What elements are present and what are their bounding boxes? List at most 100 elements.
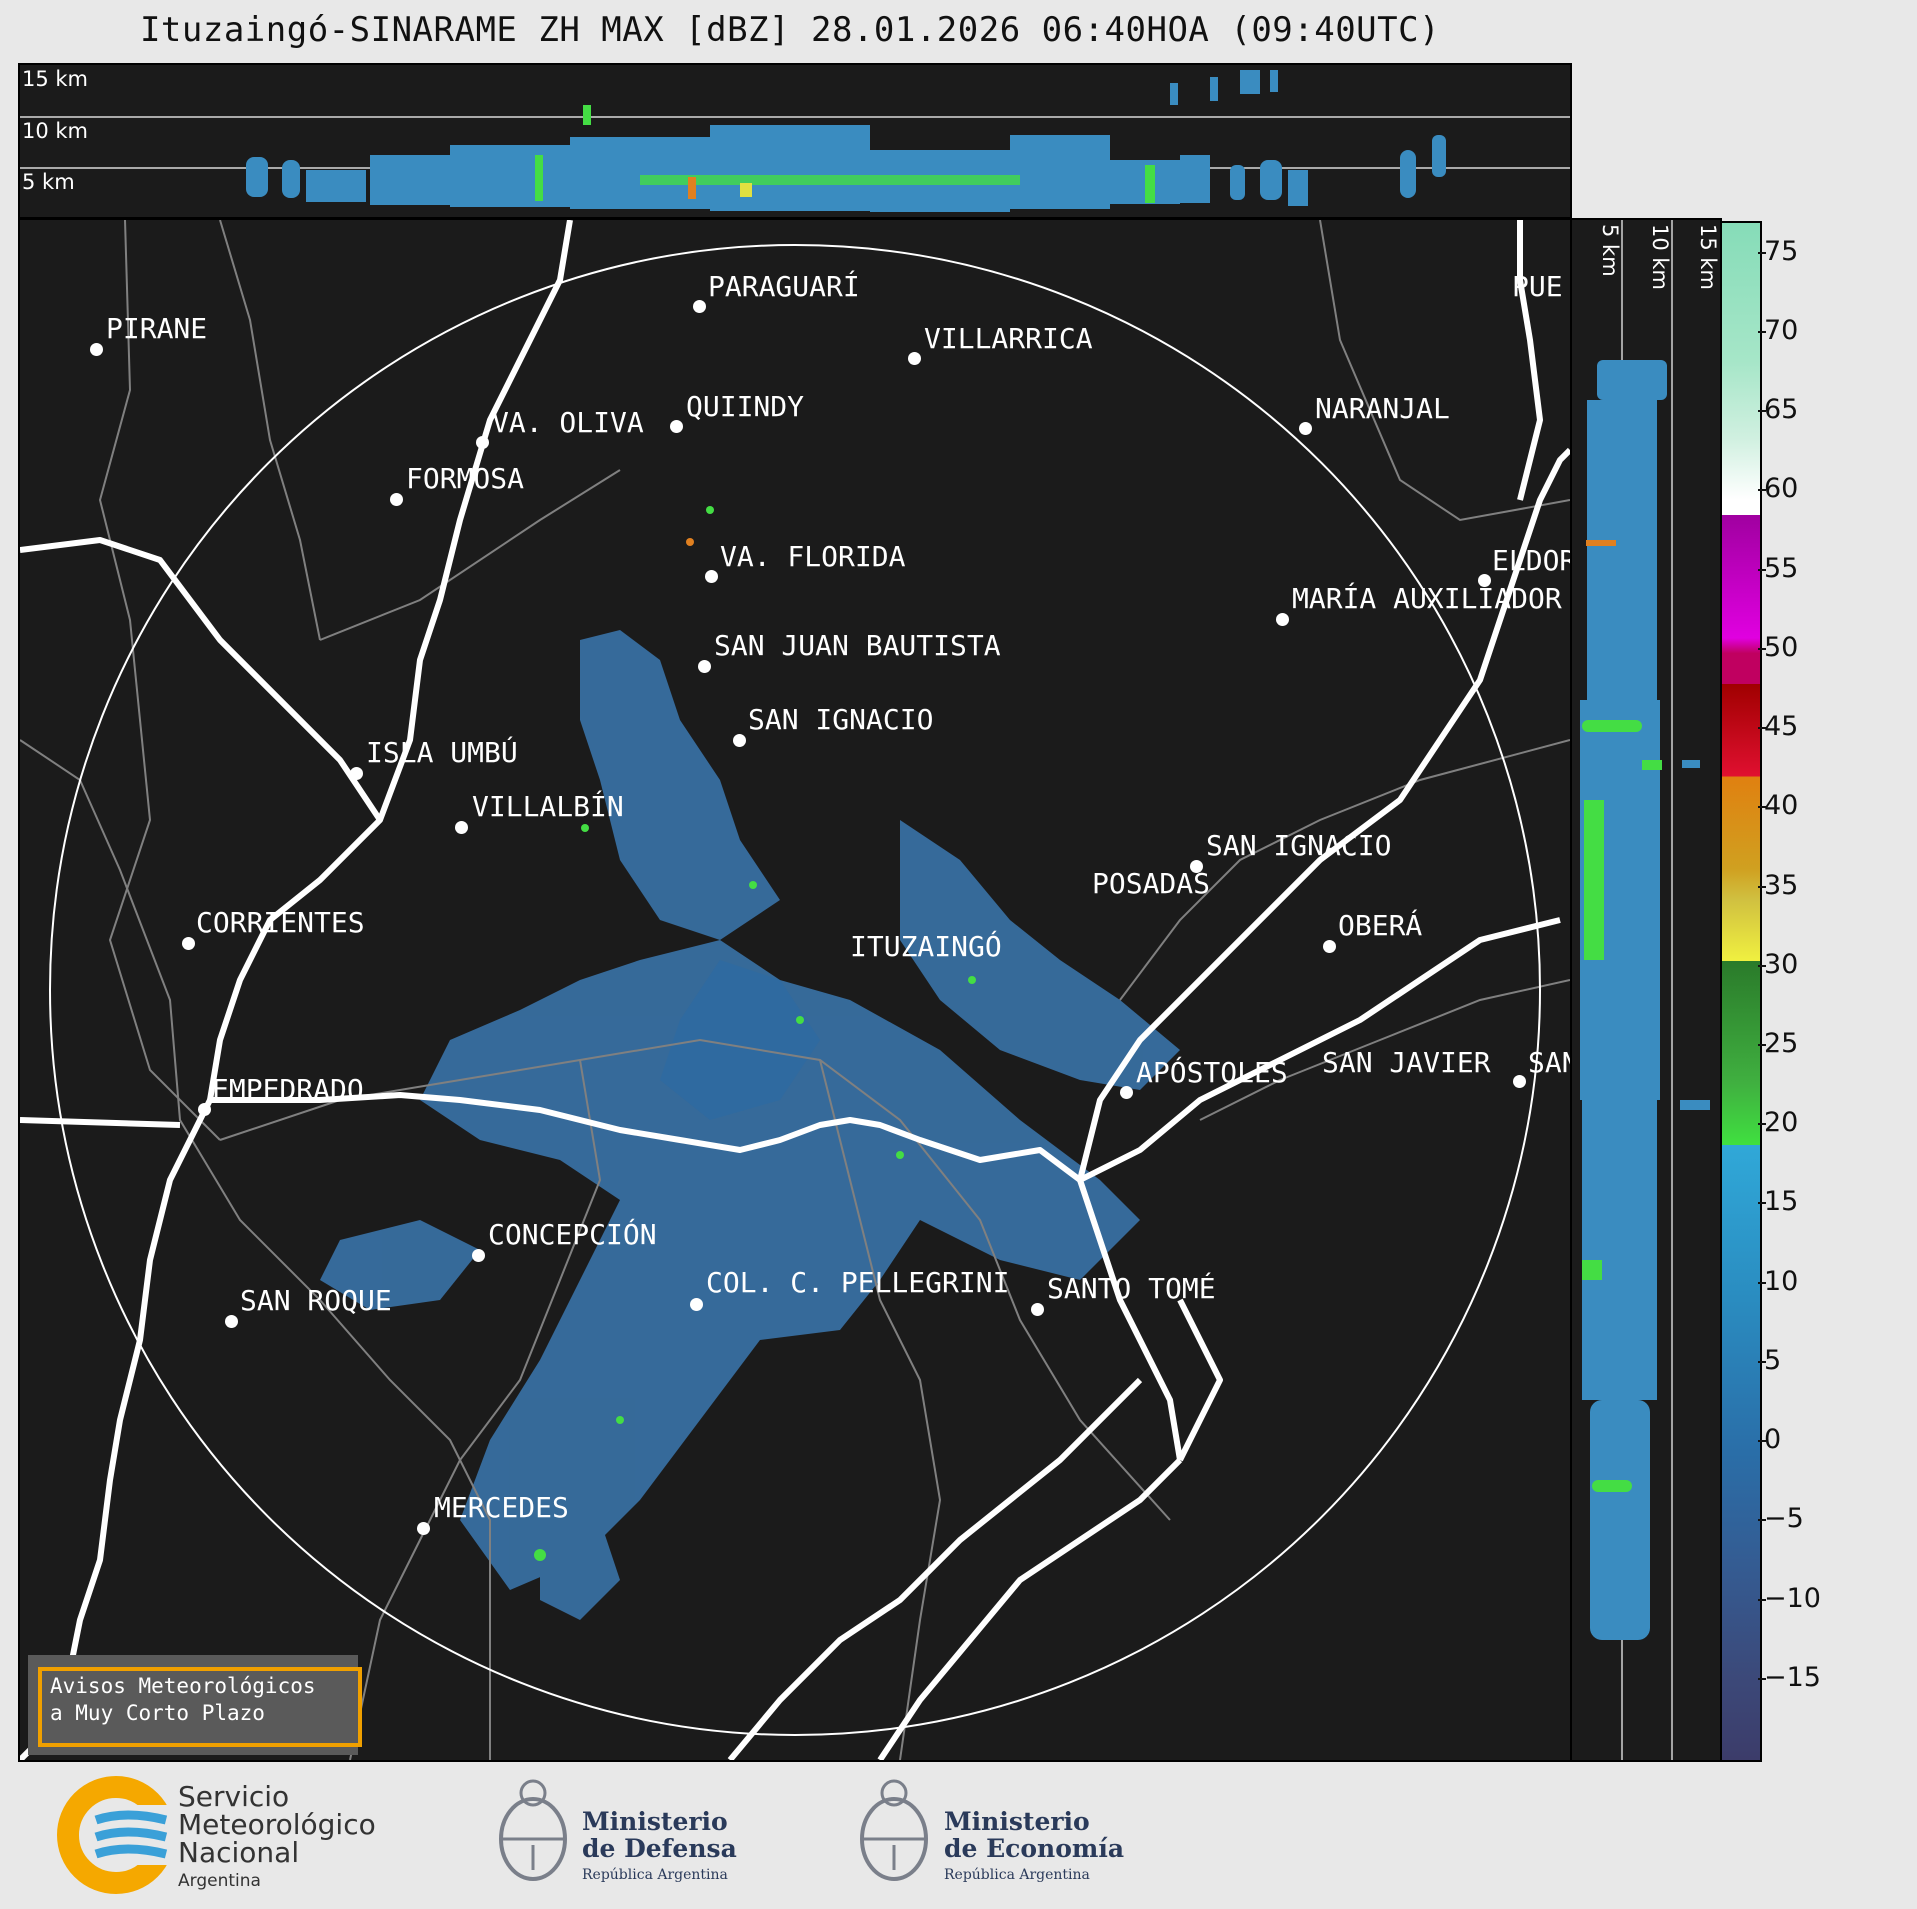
city-label-ituzaingo: ITUZAINGÓ (850, 930, 1002, 963)
dbz-colorbar (1720, 221, 1762, 1762)
city-marker (1299, 422, 1312, 435)
side-vertical-profile-panel: 5 km 10 km 15 km (1570, 218, 1722, 1762)
city-marker (1190, 860, 1203, 873)
city-label-naranjal: NARANJAL (1315, 392, 1450, 425)
defensa-line-1: Ministerio (582, 1807, 728, 1836)
colorbar-tick-label: 0 (1764, 1424, 1782, 1456)
city-marker (1031, 1303, 1044, 1316)
colorbar-tick-mark (1758, 1281, 1766, 1284)
colorbar-tick-mark (1758, 489, 1766, 492)
city-label-pirane: PIRANE (106, 312, 208, 345)
city-label-san-ignacio-ar: SAN IGNACIO (1206, 829, 1392, 862)
colorbar-tick-mark (1758, 1043, 1766, 1046)
colorbar-tick-mark (1758, 964, 1766, 967)
colorbar-tick-mark (1758, 251, 1766, 254)
economia-line-2: de Economía (944, 1834, 1125, 1863)
ministerio-defensa-wordmark: Ministerio de Defensa República Argentin… (582, 1808, 737, 1889)
city-marker (733, 734, 746, 747)
colorbar-tick-mark (1758, 647, 1766, 650)
city-label-san-ignacio-py: SAN IGNACIO (748, 703, 934, 736)
defensa-line-2: de Defensa (582, 1834, 737, 1863)
city-label-va-oliva: VA. OLIVA (492, 406, 644, 439)
city-marker (1478, 574, 1491, 587)
city-label-san-javier: SAN JAVIER (1322, 1046, 1491, 1079)
city-label-obera: OBERÁ (1338, 909, 1423, 942)
notice-line-2: a Muy Corto Plazo (50, 1701, 265, 1725)
smn-line-2: Meteorológico (178, 1808, 376, 1841)
colorbar-tick-mark (1758, 568, 1766, 571)
colorbar-tick-mark (1758, 806, 1766, 809)
city-label-san: SAN (1528, 1046, 1570, 1079)
city-marker (472, 1249, 485, 1262)
city-label-concepcion: CONCEPCIÓN (488, 1218, 657, 1251)
colorbar-tick-label: −15 (1764, 1661, 1821, 1693)
radar-echo-field (320, 630, 1180, 1620)
city-marker (1513, 1075, 1526, 1088)
city-marker (690, 1298, 703, 1311)
city-label-villalbin: VILLALBÍN (472, 790, 624, 823)
colorbar-tick-label: 55 (1764, 552, 1799, 584)
colorbar-tick-label: 60 (1764, 473, 1799, 505)
colorbar-tick-label: 70 (1764, 314, 1799, 346)
colorbar-tick-label: 5 (1764, 1344, 1782, 1376)
colorbar-tick-label: 35 (1764, 869, 1799, 901)
short-term-warnings-notice[interactable]: Avisos Meteorológicos a Muy Corto Plazo (28, 1655, 362, 1755)
colorbar-tick-label: 25 (1764, 1027, 1799, 1059)
city-marker (417, 1522, 430, 1535)
radar-map-graphic (20, 220, 1570, 1760)
city-label-san-juan-bautista: SAN JUAN BAUTISTA (714, 629, 1001, 662)
city-label-posadas: POSADAS (1092, 867, 1211, 900)
city-marker (225, 1315, 238, 1328)
colorbar-tick-mark (1758, 1598, 1766, 1601)
colorbar-tick-mark (1758, 1519, 1766, 1522)
radar-map-panel[interactable]: PARAGUARÍ PIRANE VILLARRICA QUIINDY VA. … (18, 218, 1572, 1762)
colorbar-tick-mark (1758, 1677, 1766, 1680)
colorbar-tick-mark (1758, 1123, 1766, 1126)
city-marker (1323, 940, 1336, 953)
altitude-label-5km: 5 km (22, 170, 75, 194)
city-marker (1276, 613, 1289, 626)
side-altitude-label-15km: 15 km (1696, 224, 1720, 291)
colorbar-tick-mark (1758, 1202, 1766, 1205)
colorbar-tick-label: 75 (1764, 235, 1799, 267)
city-label-pue: PUE (1512, 270, 1563, 303)
city-marker (698, 660, 711, 673)
city-label-san-roque: SAN ROQUE (240, 1284, 392, 1317)
colorbar-tick-label: 50 (1764, 631, 1799, 663)
colorbar-tick-label: 45 (1764, 711, 1799, 743)
city-label-eldor: ELDOR (1492, 544, 1572, 577)
economia-line-1: Ministerio (944, 1807, 1090, 1836)
city-marker (90, 343, 103, 356)
argentina-coat-of-arms-icon (499, 1779, 567, 1881)
defensa-line-3: República Argentina (582, 1867, 728, 1883)
city-marker (350, 767, 363, 780)
colorbar-tick-mark (1758, 330, 1766, 333)
city-marker (476, 436, 489, 449)
city-label-formosa: FORMOSA (406, 462, 525, 495)
ministerio-economia-wordmark: Ministerio de Economía República Argenti… (944, 1808, 1124, 1889)
city-label-paraguari: PARAGUARÍ (708, 270, 860, 303)
colorbar-tick-label: 20 (1764, 1107, 1799, 1139)
colorbar-tick-mark (1758, 727, 1766, 730)
colorbar-tick-label: 10 (1764, 1265, 1799, 1297)
colorbar-tick-label: 40 (1764, 790, 1799, 822)
economia-line-3: República Argentina (944, 1867, 1090, 1883)
city-label-santo-tome: SANTO TOMÉ (1047, 1272, 1216, 1305)
colorbar-tick-mark (1758, 1360, 1766, 1363)
city-marker (182, 937, 195, 950)
altitude-label-10km: 10 km (22, 119, 89, 143)
colorbar-tick-label: 30 (1764, 948, 1799, 980)
city-marker (705, 570, 718, 583)
city-label-empedrado: EMPEDRADO (212, 1073, 364, 1106)
smn-wordmark: Servicio Meteorológico Nacional Argentin… (178, 1783, 376, 1895)
top-vertical-profile-panel: 15 km 10 km 5 km (18, 63, 1572, 219)
city-marker (198, 1103, 211, 1116)
altitude-label-15km: 15 km (22, 67, 89, 91)
city-label-maria-auxiliador: MARÍA AUXILIADOR (1292, 582, 1562, 615)
colorbar-tick-label: −5 (1764, 1503, 1804, 1535)
side-altitude-label-10km: 10 km (1648, 224, 1672, 291)
smn-logo-icon (57, 1776, 176, 1894)
colorbar-tick-label: 15 (1764, 1186, 1799, 1218)
argentina-coat-of-arms-icon (860, 1779, 928, 1881)
colorbar-tick-mark (1758, 885, 1766, 888)
